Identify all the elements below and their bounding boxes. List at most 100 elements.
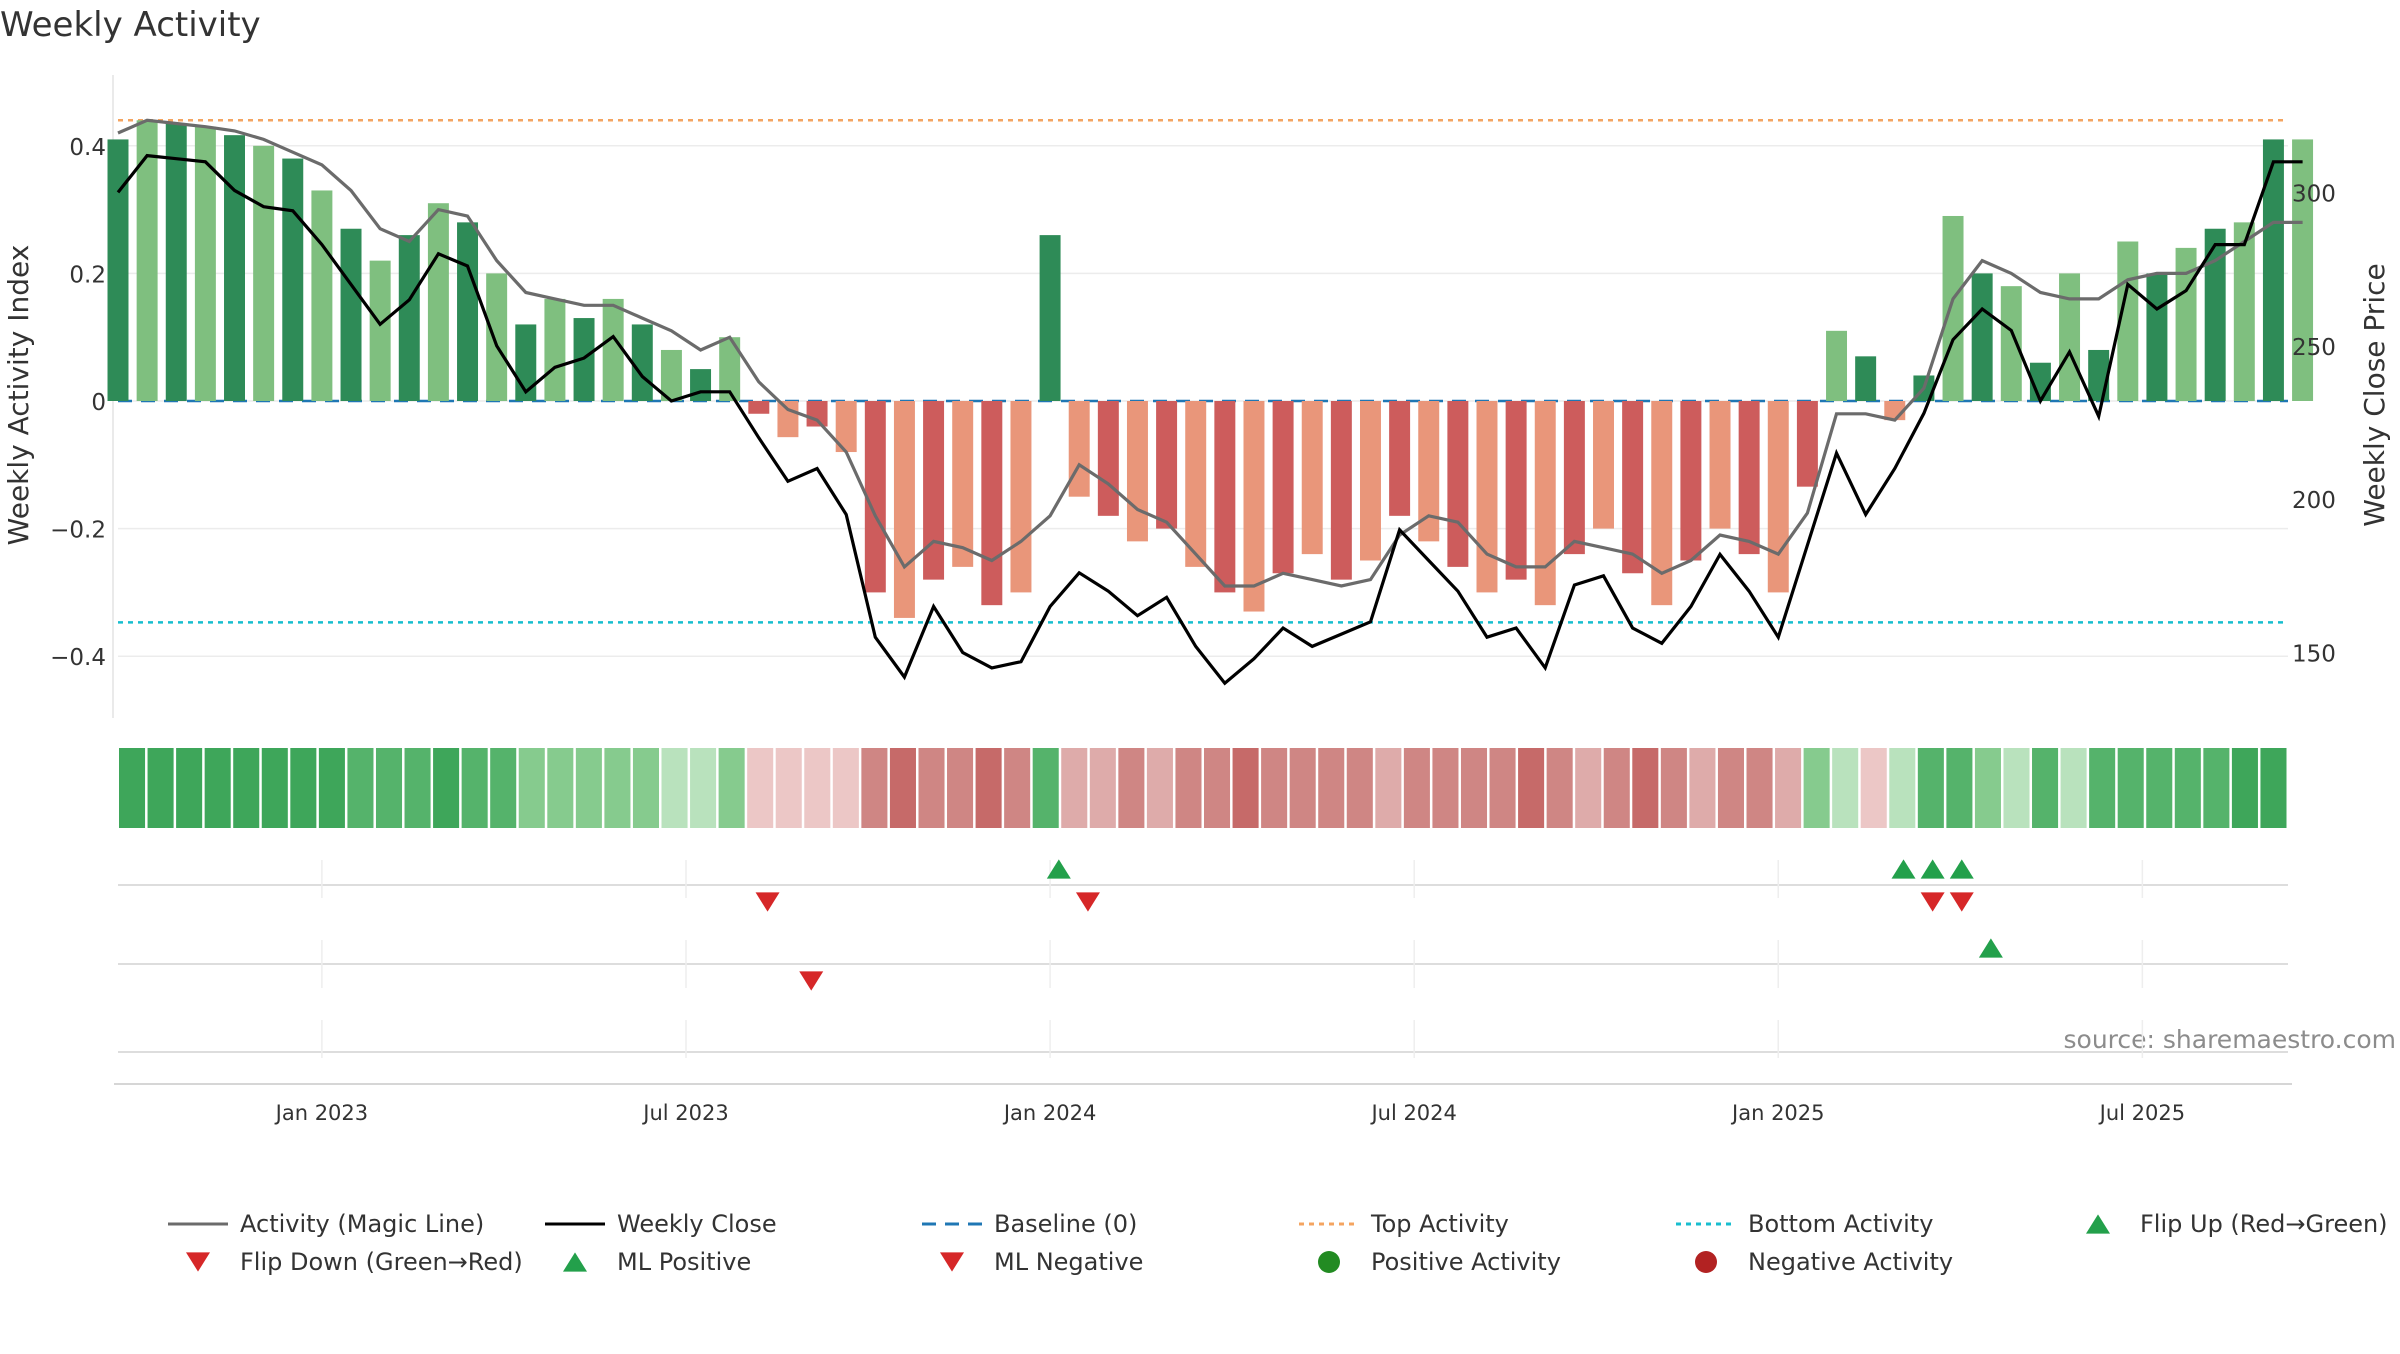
y-tick-label-left: 0.4 — [69, 135, 106, 161]
heat-cell — [975, 748, 1002, 828]
activity-bar — [2204, 228, 2226, 401]
heat-cell — [1061, 748, 1088, 828]
activity-bar — [1243, 401, 1265, 612]
activity-bars — [107, 120, 2314, 618]
y-tick-label-right: 250 — [2292, 335, 2336, 361]
heat-cell — [2003, 748, 2030, 828]
activity-bar — [2175, 247, 2197, 401]
x-tick-label: Jan 2025 — [1730, 1101, 1825, 1125]
heat-cell — [433, 748, 460, 828]
magic-line-series — [117, 118, 2303, 588]
legend-swatch — [563, 1252, 587, 1272]
signal-markers — [114, 859, 2292, 1085]
y-tick-label-left: 0 — [91, 390, 106, 416]
activity-bar — [2000, 286, 2022, 401]
legend-item: Baseline (0) — [922, 1210, 1137, 1238]
legend-label: Flip Up (Red→Green) — [2140, 1210, 2388, 1238]
x-tick-label: Jul 2025 — [2098, 1101, 2185, 1125]
activity-bar — [806, 401, 828, 427]
series-lines — [116, 118, 2303, 686]
activity-bar — [1593, 401, 1614, 529]
activity-bar — [1447, 401, 1469, 567]
activity-bar — [835, 401, 857, 453]
y-tick-label-left: −0.4 — [50, 645, 106, 671]
activity-bar — [923, 401, 945, 580]
heat-cell — [1089, 748, 1116, 828]
activity-bar — [777, 401, 799, 438]
legend-label: ML Negative — [994, 1248, 1143, 1276]
heat-cell — [1432, 748, 1459, 828]
activity-bar — [2146, 273, 2168, 401]
activity-bar — [1855, 356, 1877, 401]
activity-bar — [1796, 401, 1818, 487]
activity-bar — [1330, 401, 1352, 580]
heat-cell — [1832, 748, 1859, 828]
activity-bar — [1301, 401, 1323, 555]
activity-bar — [165, 123, 187, 401]
heat-cell — [1346, 748, 1373, 828]
activity-bar — [1534, 401, 1556, 606]
heat-cell — [1175, 748, 1202, 828]
heat-cell — [1974, 748, 2001, 828]
heat-cell — [661, 748, 688, 828]
heat-cell — [1232, 748, 1259, 828]
activity-bar — [1389, 401, 1411, 516]
flip-down-marker — [799, 971, 824, 991]
activity-bar — [690, 369, 712, 401]
activity-bar — [1767, 401, 1789, 593]
heat-cell — [690, 748, 717, 828]
legend-label: Bottom Activity — [1748, 1210, 1933, 1238]
source-label: source: sharemaestro.com — [2064, 1025, 2397, 1054]
heat-cell — [318, 748, 345, 828]
heat-cell — [747, 748, 774, 828]
activity-bar — [1010, 401, 1032, 593]
activity-bar — [107, 139, 129, 402]
activity-bar — [1476, 401, 1498, 593]
heat-cell — [1775, 748, 1802, 828]
activity-bar — [2088, 349, 2110, 401]
heat-cell — [347, 748, 374, 828]
legend-swatch — [940, 1252, 964, 1272]
activity-bar — [1942, 215, 1964, 401]
heat-cell — [1032, 748, 1059, 828]
x-tick-label: Jul 2024 — [1369, 1101, 1456, 1125]
heat-cell — [889, 748, 916, 828]
legend-label: Activity (Magic Line) — [240, 1210, 484, 1238]
heat-cell — [1489, 748, 1516, 828]
weekly-close-series — [116, 153, 2303, 686]
activity-bar — [952, 401, 974, 567]
activity-bar — [1156, 401, 1178, 529]
heat-cell — [1660, 748, 1687, 828]
activity-bar — [1709, 401, 1731, 529]
heat-cell — [947, 748, 974, 828]
ml-negative-marker — [1949, 892, 1974, 912]
legend-item: ML Negative — [940, 1248, 1143, 1276]
activity-bar — [1068, 401, 1090, 497]
heat-cell — [404, 748, 431, 828]
heat-cell — [1889, 748, 1916, 828]
y-tick-label-right: 150 — [2292, 642, 2336, 668]
legend-label: Weekly Close — [617, 1210, 777, 1238]
activity-bar — [1214, 401, 1236, 593]
heat-cell — [176, 748, 203, 828]
heat-cell — [1603, 748, 1630, 828]
activity-bar — [544, 298, 566, 401]
heat-cell — [2032, 748, 2059, 828]
heat-cell — [1546, 748, 1573, 828]
ml-negative-marker — [1920, 892, 1945, 912]
activity-bar — [1826, 330, 1848, 401]
activity-bar — [981, 401, 1003, 606]
activity-bar — [427, 203, 449, 401]
activity-bar — [602, 298, 624, 401]
legend-item: Weekly Close — [545, 1210, 777, 1238]
heat-cell — [290, 748, 317, 828]
activity-bar — [1738, 401, 1760, 555]
activity-bar — [1622, 401, 1644, 574]
activity-bar — [1272, 401, 1294, 574]
heat-cell — [2089, 748, 2116, 828]
ml-positive-marker — [1949, 859, 1974, 879]
ml-positive-marker — [1891, 859, 1916, 879]
heat-cell — [1403, 748, 1430, 828]
heat-cell — [1375, 748, 1402, 828]
